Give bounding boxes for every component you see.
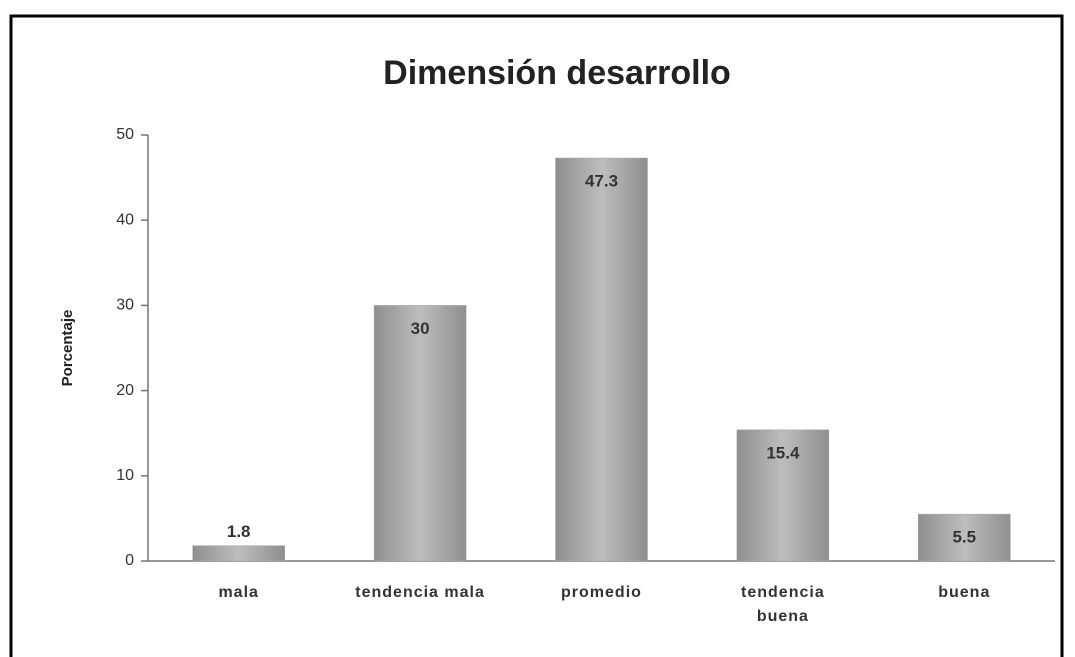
x-tick-box: buena bbox=[938, 584, 991, 601]
chart-title: Dimensión desarrollo bbox=[383, 54, 731, 92]
bar bbox=[555, 157, 648, 562]
x-tick-box: tendencia mala bbox=[355, 584, 485, 601]
y-tick-label: 10 bbox=[116, 467, 134, 484]
bar bbox=[192, 545, 285, 562]
x-tick-label: mala bbox=[218, 584, 259, 601]
bar bbox=[736, 429, 830, 562]
data-label: 30 bbox=[411, 319, 430, 338]
x-tick-box: promedio bbox=[561, 584, 642, 601]
y-tick-label: 50 bbox=[116, 126, 134, 143]
x-tick-label: tendencia buena bbox=[741, 584, 825, 625]
x-tick-label: tendencia mala bbox=[355, 584, 485, 601]
y-tick-label: 30 bbox=[116, 297, 134, 314]
x-tick-label: buena bbox=[938, 584, 991, 601]
y-tick-label: 40 bbox=[116, 211, 134, 228]
data-label: 47.3 bbox=[585, 171, 618, 190]
data-label: 5.5 bbox=[952, 528, 976, 547]
y-tick-label: 20 bbox=[116, 382, 134, 399]
x-tick-box: mala bbox=[218, 584, 259, 601]
bar bbox=[918, 513, 1011, 562]
data-label: 15.4 bbox=[766, 443, 800, 462]
bar bbox=[373, 305, 467, 562]
y-axis-label: Porcentaje bbox=[59, 310, 76, 387]
x-tick-box: tendencia buena bbox=[741, 584, 825, 625]
x-tick-label: promedio bbox=[561, 584, 642, 601]
y-tick-label: 0 bbox=[125, 552, 134, 569]
frame bbox=[9, 14, 1064, 657]
data-label: 1.8 bbox=[227, 522, 251, 541]
